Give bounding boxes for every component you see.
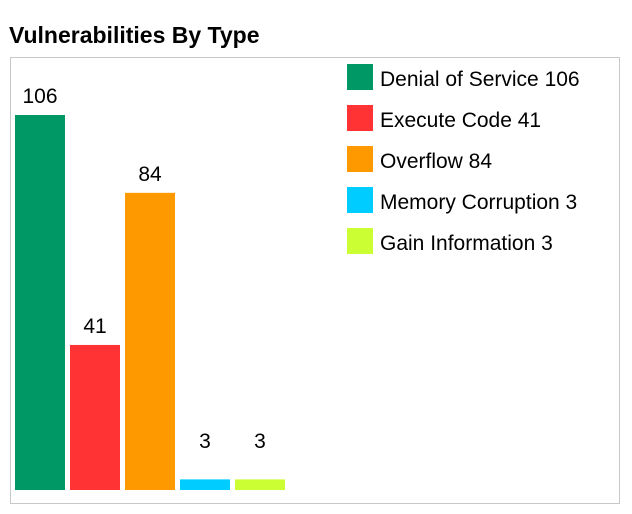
legend-label: Overflow 84 <box>380 150 492 173</box>
legend-label: Denial of Service 106 <box>380 68 580 91</box>
chart-title: Vulnerabilities By Type <box>9 22 260 48</box>
bar-denial-of-service <box>15 115 65 490</box>
legend-item: Memory Corruption 3 <box>347 187 577 214</box>
legend-label: Memory Corruption 3 <box>380 191 577 214</box>
bars-group <box>15 115 285 490</box>
data-label: 3 <box>199 430 211 453</box>
bar-memory-corruption <box>180 479 230 490</box>
legend-swatch <box>347 64 373 90</box>
legend-item: Overflow 84 <box>347 146 492 173</box>
legend-swatch <box>347 105 373 131</box>
value-labels-group: 106 41 84 3 3 <box>22 85 265 453</box>
data-label: 3 <box>254 430 266 453</box>
bar-overflow <box>125 192 175 490</box>
legend-swatch <box>347 228 373 254</box>
legend-swatch <box>347 187 373 213</box>
chart-frame <box>10 57 620 504</box>
data-label: 106 <box>22 85 57 108</box>
legend-item: Denial of Service 106 <box>347 64 580 91</box>
bar-execute-code <box>70 344 120 490</box>
data-label: 84 <box>138 163 162 186</box>
legend-item: Gain Information 3 <box>347 228 553 255</box>
legend-swatch <box>347 146 373 172</box>
legend-item: Execute Code 41 <box>347 105 541 132</box>
bar-gain-information <box>235 479 285 490</box>
legend: Denial of Service 106 Execute Code 41 Over… <box>347 64 580 255</box>
data-label: 41 <box>83 315 106 338</box>
legend-label: Gain Information 3 <box>380 232 553 255</box>
legend-label: Execute Code 41 <box>380 109 541 132</box>
